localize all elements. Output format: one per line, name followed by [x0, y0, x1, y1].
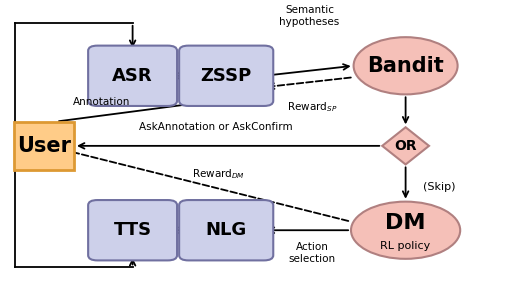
FancyBboxPatch shape [179, 200, 274, 260]
Ellipse shape [354, 37, 458, 94]
Text: RL policy: RL policy [381, 241, 431, 251]
Text: (Skip): (Skip) [423, 182, 456, 192]
Polygon shape [382, 127, 429, 164]
FancyBboxPatch shape [88, 200, 177, 260]
FancyBboxPatch shape [179, 46, 274, 106]
Text: AskAnnotation or AskConfirm: AskAnnotation or AskConfirm [139, 122, 293, 132]
FancyBboxPatch shape [88, 46, 177, 106]
Text: NLG: NLG [205, 221, 247, 239]
Text: ASR: ASR [112, 67, 153, 85]
Text: User: User [17, 136, 71, 156]
Text: Action
selection: Action selection [289, 242, 335, 264]
Text: Annotation: Annotation [73, 97, 130, 106]
Text: OR: OR [394, 139, 417, 153]
Text: Bandit: Bandit [367, 56, 444, 76]
Text: DM: DM [385, 213, 426, 233]
Text: Semantic
hypotheses: Semantic hypotheses [279, 5, 340, 27]
Ellipse shape [351, 202, 460, 259]
Text: TTS: TTS [113, 221, 152, 239]
Bar [15, 122, 74, 170]
Text: ZSSP: ZSSP [201, 67, 252, 85]
Text: Reward$_{SP}$: Reward$_{SP}$ [287, 100, 337, 114]
Text: Reward$_{DM}$: Reward$_{DM}$ [192, 168, 245, 181]
